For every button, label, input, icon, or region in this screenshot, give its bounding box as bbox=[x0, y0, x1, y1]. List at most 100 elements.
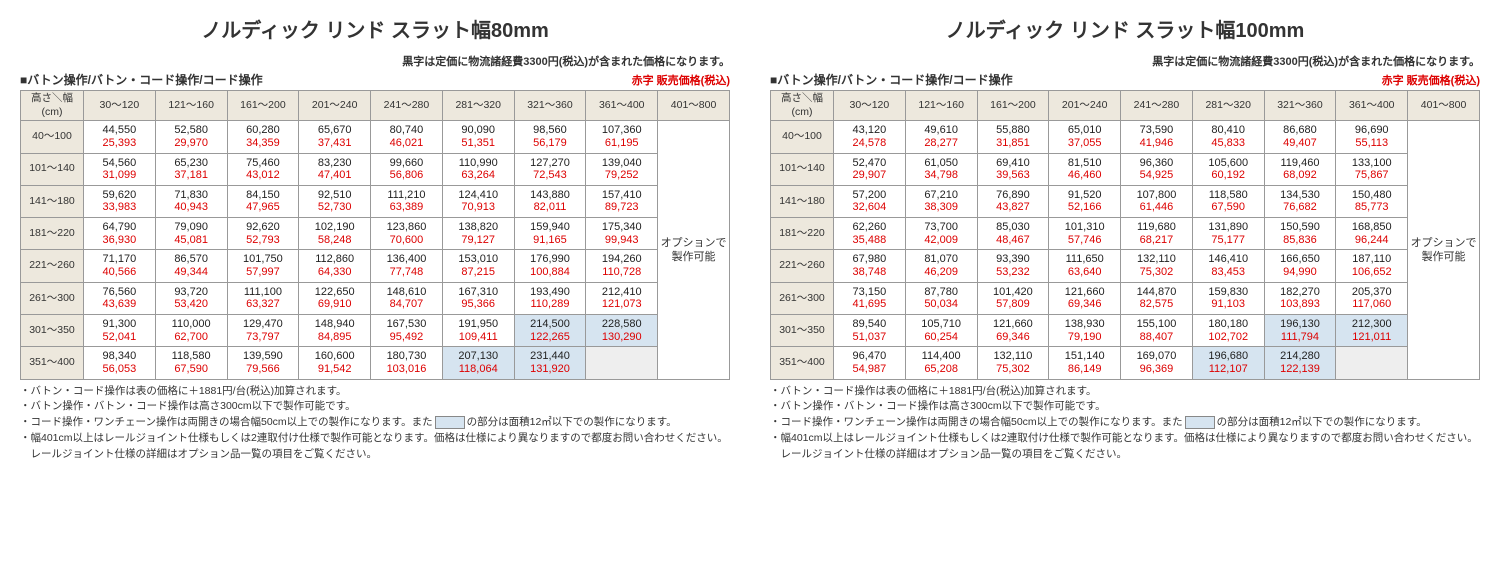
list-price: 114,400 bbox=[908, 350, 975, 363]
list-price: 160,600 bbox=[301, 350, 368, 363]
sale-price: 109,411 bbox=[445, 331, 512, 344]
sale-price: 96,369 bbox=[1123, 363, 1190, 376]
notes: ・バトン・コード操作は表の価格に＋1881円/台(税込)加算されます。・バトン操… bbox=[20, 384, 730, 463]
sale-price: 60,254 bbox=[908, 331, 975, 344]
sale-price: 87,215 bbox=[445, 266, 512, 279]
sale-price: 82,575 bbox=[1123, 298, 1190, 311]
sale-price: 43,012 bbox=[230, 169, 297, 182]
price-cell: 160,60091,542 bbox=[299, 347, 371, 379]
list-price: 101,420 bbox=[980, 286, 1047, 299]
list-price: 67,210 bbox=[908, 189, 975, 202]
list-price: 102,190 bbox=[301, 221, 368, 234]
price-cell: 79,09045,081 bbox=[155, 218, 227, 250]
price-cell bbox=[586, 347, 658, 379]
price-cell: 59,62033,983 bbox=[84, 185, 156, 217]
sale-price: 94,990 bbox=[1267, 266, 1334, 279]
list-price: 54,560 bbox=[86, 157, 153, 170]
price-cell: 167,53095,492 bbox=[371, 314, 443, 346]
option-cell: オプションで製作可能 bbox=[1408, 121, 1480, 379]
sale-price: 61,446 bbox=[1123, 201, 1190, 214]
list-price: 96,470 bbox=[836, 350, 903, 363]
row-header: 141～180 bbox=[21, 185, 84, 217]
panel-title: ノルディック リンド スラット幅80mm bbox=[20, 14, 730, 43]
list-price: 133,100 bbox=[1338, 157, 1405, 170]
sale-price: 89,723 bbox=[588, 201, 655, 214]
price-cell: 144,87082,575 bbox=[1121, 282, 1193, 314]
sale-price: 40,943 bbox=[158, 201, 225, 214]
list-price: 84,150 bbox=[230, 189, 297, 202]
sale-price: 56,806 bbox=[373, 169, 440, 182]
list-price: 139,040 bbox=[588, 157, 655, 170]
list-price: 119,680 bbox=[1123, 221, 1190, 234]
price-cell: 65,23037,181 bbox=[155, 153, 227, 185]
list-price: 151,140 bbox=[1051, 350, 1118, 363]
price-cell: 69,41039,563 bbox=[977, 153, 1049, 185]
sale-price: 52,793 bbox=[230, 234, 297, 247]
price-cell bbox=[1336, 347, 1408, 379]
price-cell: 118,58067,590 bbox=[155, 347, 227, 379]
price-cell: 65,01037,055 bbox=[1049, 121, 1121, 153]
price-cell: 121,66069,346 bbox=[977, 314, 1049, 346]
list-price: 87,780 bbox=[908, 286, 975, 299]
sale-price: 75,867 bbox=[1338, 169, 1405, 182]
row-header: 101～140 bbox=[21, 153, 84, 185]
price-cell: 61,05034,798 bbox=[905, 153, 977, 185]
col-header: 121～160 bbox=[155, 91, 227, 121]
sale-price: 121,011 bbox=[1338, 331, 1405, 344]
price-cell: 98,56056,179 bbox=[514, 121, 586, 153]
price-cell: 85,03048,467 bbox=[977, 218, 1049, 250]
price-cell: 121,66069,346 bbox=[1049, 282, 1121, 314]
sale-price: 82,011 bbox=[517, 201, 584, 214]
list-price: 159,940 bbox=[517, 221, 584, 234]
sale-price: 75,302 bbox=[980, 363, 1047, 376]
price-cell: 150,48085,773 bbox=[1336, 185, 1408, 217]
sale-price: 84,895 bbox=[301, 331, 368, 344]
list-price: 155,100 bbox=[1123, 318, 1190, 331]
list-price: 69,410 bbox=[980, 157, 1047, 170]
col-header: 241～280 bbox=[371, 91, 443, 121]
price-cell: 110,99063,264 bbox=[442, 153, 514, 185]
red-price-label: 赤字 販売価格(税込) bbox=[1382, 72, 1480, 88]
price-cell: 129,47073,797 bbox=[227, 314, 299, 346]
list-price: 62,260 bbox=[836, 221, 903, 234]
price-cell: 101,31057,746 bbox=[1049, 218, 1121, 250]
col-header-first: 高さ＼幅(cm) bbox=[771, 91, 834, 121]
col-header: 361～400 bbox=[586, 91, 658, 121]
list-price: 76,560 bbox=[86, 286, 153, 299]
sale-price: 48,467 bbox=[980, 234, 1047, 247]
list-price: 175,340 bbox=[588, 221, 655, 234]
sale-price: 38,748 bbox=[836, 266, 903, 279]
list-price: 150,590 bbox=[1267, 221, 1334, 234]
price-cell: 86,57049,344 bbox=[155, 250, 227, 282]
list-price: 205,370 bbox=[1338, 286, 1405, 299]
list-price: 148,940 bbox=[301, 318, 368, 331]
price-cell: 187,110106,652 bbox=[1336, 250, 1408, 282]
list-price: 86,680 bbox=[1267, 124, 1334, 137]
price-cell: 76,89043,827 bbox=[977, 185, 1049, 217]
sale-price: 51,351 bbox=[445, 137, 512, 150]
top-note: 黒字は定価に物流諸経費3300円(税込)が含まれた価格になります。 bbox=[20, 53, 730, 69]
table-row: 301～35091,30052,041110,00062,700129,4707… bbox=[21, 314, 730, 346]
list-price: 61,050 bbox=[908, 157, 975, 170]
price-cell: 122,65069,910 bbox=[299, 282, 371, 314]
sale-price: 118,064 bbox=[445, 363, 512, 376]
col-header: 281～320 bbox=[442, 91, 514, 121]
price-cell: 138,93079,190 bbox=[1049, 314, 1121, 346]
price-cell: 112,86064,330 bbox=[299, 250, 371, 282]
list-price: 65,230 bbox=[158, 157, 225, 170]
sale-price: 56,179 bbox=[517, 137, 584, 150]
price-cell: 136,40077,748 bbox=[371, 250, 443, 282]
list-price: 99,660 bbox=[373, 157, 440, 170]
sale-price: 99,943 bbox=[588, 234, 655, 247]
sale-price: 43,827 bbox=[980, 201, 1047, 214]
sale-price: 72,543 bbox=[517, 169, 584, 182]
list-price: 191,950 bbox=[445, 318, 512, 331]
sale-price: 111,794 bbox=[1267, 331, 1334, 344]
sale-price: 58,248 bbox=[301, 234, 368, 247]
list-price: 93,720 bbox=[158, 286, 225, 299]
list-price: 167,310 bbox=[445, 286, 512, 299]
price-cell: 207,130118,064 bbox=[442, 347, 514, 379]
price-cell: 52,58029,970 bbox=[155, 121, 227, 153]
sale-price: 54,987 bbox=[836, 363, 903, 376]
sale-price: 42,009 bbox=[908, 234, 975, 247]
